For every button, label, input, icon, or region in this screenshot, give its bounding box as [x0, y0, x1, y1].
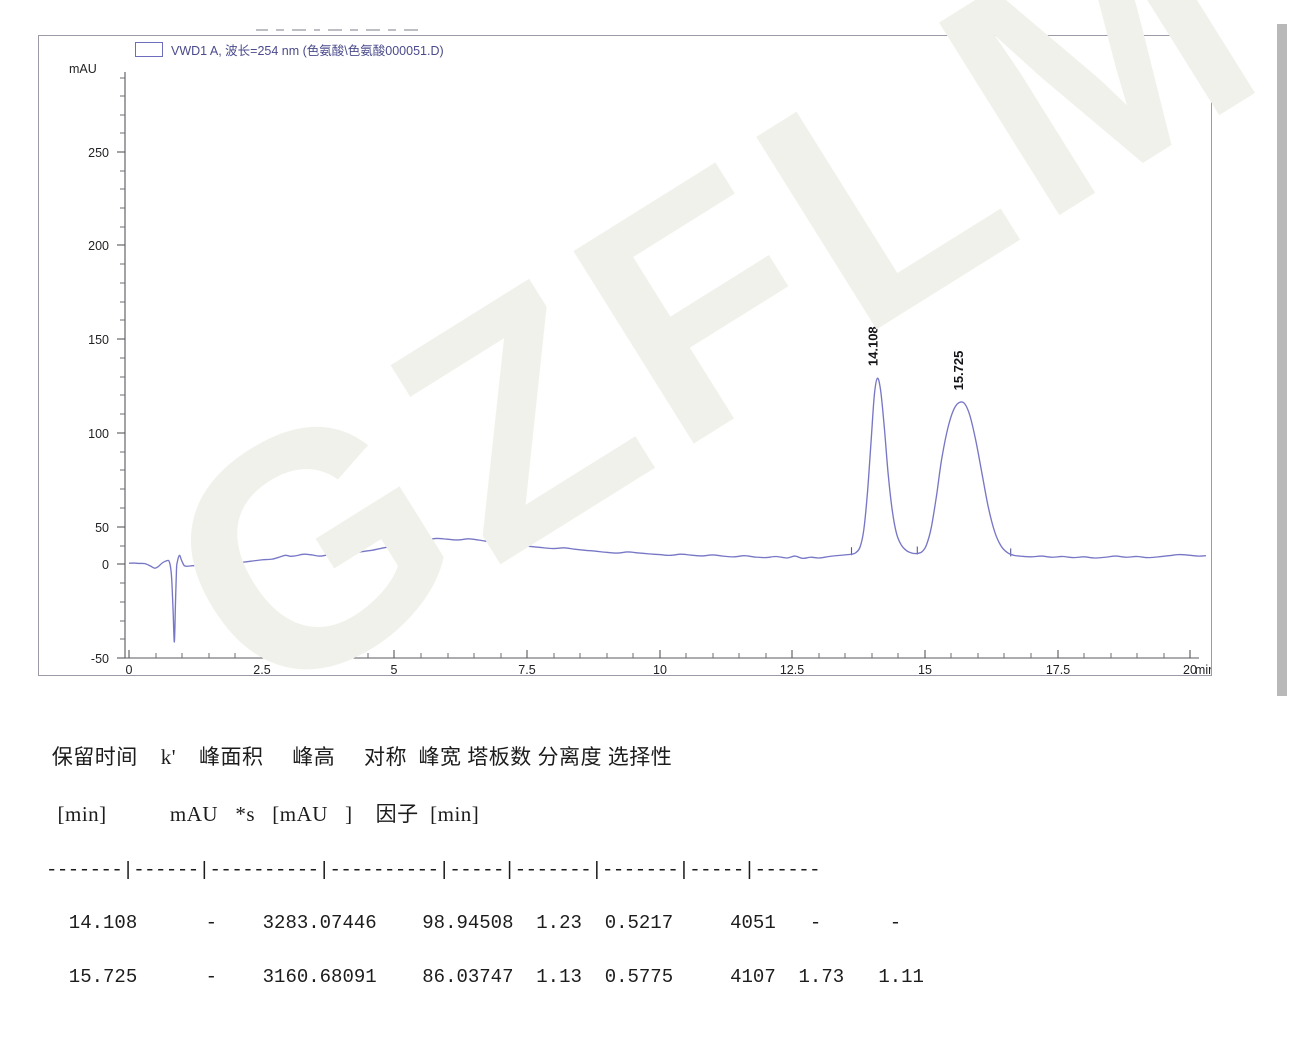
- chart-panel: VWD1 A, 波长=254 nm (色氨酸\色氨酸000051.D): [38, 29, 1212, 676]
- x-tick-5: 5: [391, 663, 398, 675]
- y-tick-200: 200: [88, 239, 109, 253]
- legend-label: VWD1 A, 波长=254 nm (色氨酸\色氨酸000051.D): [171, 43, 444, 58]
- peak-label: 15.725: [951, 351, 966, 391]
- chromatogram-trace: [128, 377, 1206, 643]
- x-tick-10: 10: [653, 663, 667, 675]
- table-header-row-2: [min] mAU *s [mAU ] 因子 [min]: [46, 801, 480, 826]
- x-tick-0: 0: [126, 663, 133, 675]
- x-tick-20: 20: [1183, 663, 1197, 675]
- y-tick-50: 50: [95, 521, 109, 535]
- y-tick-0: 0: [102, 558, 109, 572]
- x-tick-2_5: 2.5: [253, 663, 270, 675]
- x-tick-17_5: 17.5: [1046, 663, 1070, 675]
- chromatogram-report: GZFLM VWD1 A, 波长=254 nm (色氨酸\色氨酸0000: [38, 0, 1293, 988]
- y-tick-250: 250: [88, 146, 109, 160]
- table-separator: -------|------|----------|----------|---…: [46, 858, 821, 881]
- clipped-title-artifact: [256, 29, 418, 31]
- table-row: 15.725 - 3160.68091 86.03747 1.13 0.5775…: [46, 966, 924, 989]
- table-row: 14.108 - 3283.07446 98.94508 1.23 0.5217…: [46, 912, 902, 935]
- x-axis-unit-label: min: [1195, 663, 1211, 675]
- y-axis: mAU 250 200 150 100 50 0 -50: [69, 62, 126, 666]
- results-table: 保留时间 k' 峰面积 峰高 对称 峰宽 塔板数 分离度 选择性 [min] m…: [46, 716, 924, 1045]
- chromatogram-plot: mAU 250 200 150 100 50 0 -50: [69, 62, 1211, 675]
- table-header-row-1: 保留时间 k' 峰面积 峰高 对称 峰宽 塔板数 分离度 选择性: [46, 744, 673, 769]
- y-tick-150: 150: [88, 333, 109, 347]
- x-tick-7_5: 7.5: [518, 663, 535, 675]
- legend-swatch-icon: [135, 41, 163, 57]
- y-tick-100: 100: [88, 427, 109, 441]
- vertical-scrollbar[interactable]: [1277, 24, 1287, 696]
- peak-label: 14.108: [865, 326, 880, 366]
- y-tick-neg50: -50: [91, 652, 109, 666]
- x-axis: 0 2.5 5 7.5 10 12.5 15 17.5 20 min: [125, 650, 1211, 675]
- legend: VWD1 A, 波长=254 nm (色氨酸\色氨酸000051.D): [135, 40, 444, 58]
- baseline-markers: [850, 546, 1012, 557]
- x-tick-12_5: 12.5: [780, 663, 804, 675]
- y-axis-unit-label: mAU: [69, 62, 97, 76]
- peak-annotations: 14.108 15.725: [865, 326, 966, 390]
- x-tick-15: 15: [918, 663, 932, 675]
